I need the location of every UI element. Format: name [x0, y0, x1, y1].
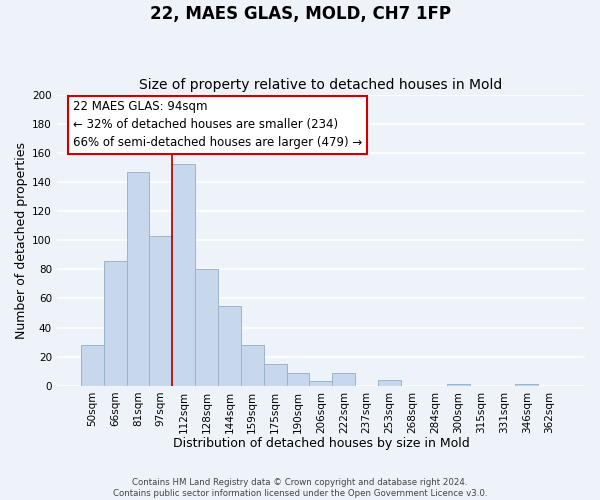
Title: Size of property relative to detached houses in Mold: Size of property relative to detached ho…: [139, 78, 503, 92]
Bar: [81, 345, 104, 386]
Text: 22 MAES GLAS: 94sqm
← 32% of detached houses are smaller (234)
66% of semi-detac: 22 MAES GLAS: 94sqm ← 32% of detached ho…: [73, 100, 362, 150]
Bar: [218, 306, 241, 386]
Bar: [332, 372, 355, 386]
Bar: [310, 382, 332, 386]
Text: 22, MAES GLAS, MOLD, CH7 1FP: 22, MAES GLAS, MOLD, CH7 1FP: [149, 5, 451, 23]
X-axis label: Distribution of detached houses by size in Mold: Distribution of detached houses by size …: [173, 437, 469, 450]
Bar: [104, 260, 127, 386]
Bar: [378, 380, 401, 386]
Y-axis label: Number of detached properties: Number of detached properties: [15, 142, 28, 338]
Bar: [127, 172, 149, 386]
Bar: [446, 384, 470, 386]
Bar: [149, 236, 172, 386]
Text: Contains HM Land Registry data © Crown copyright and database right 2024.
Contai: Contains HM Land Registry data © Crown c…: [113, 478, 487, 498]
Bar: [195, 270, 218, 386]
Bar: [241, 345, 264, 386]
Bar: [287, 372, 310, 386]
Bar: [264, 364, 287, 386]
Bar: [172, 164, 195, 386]
Bar: [515, 384, 538, 386]
